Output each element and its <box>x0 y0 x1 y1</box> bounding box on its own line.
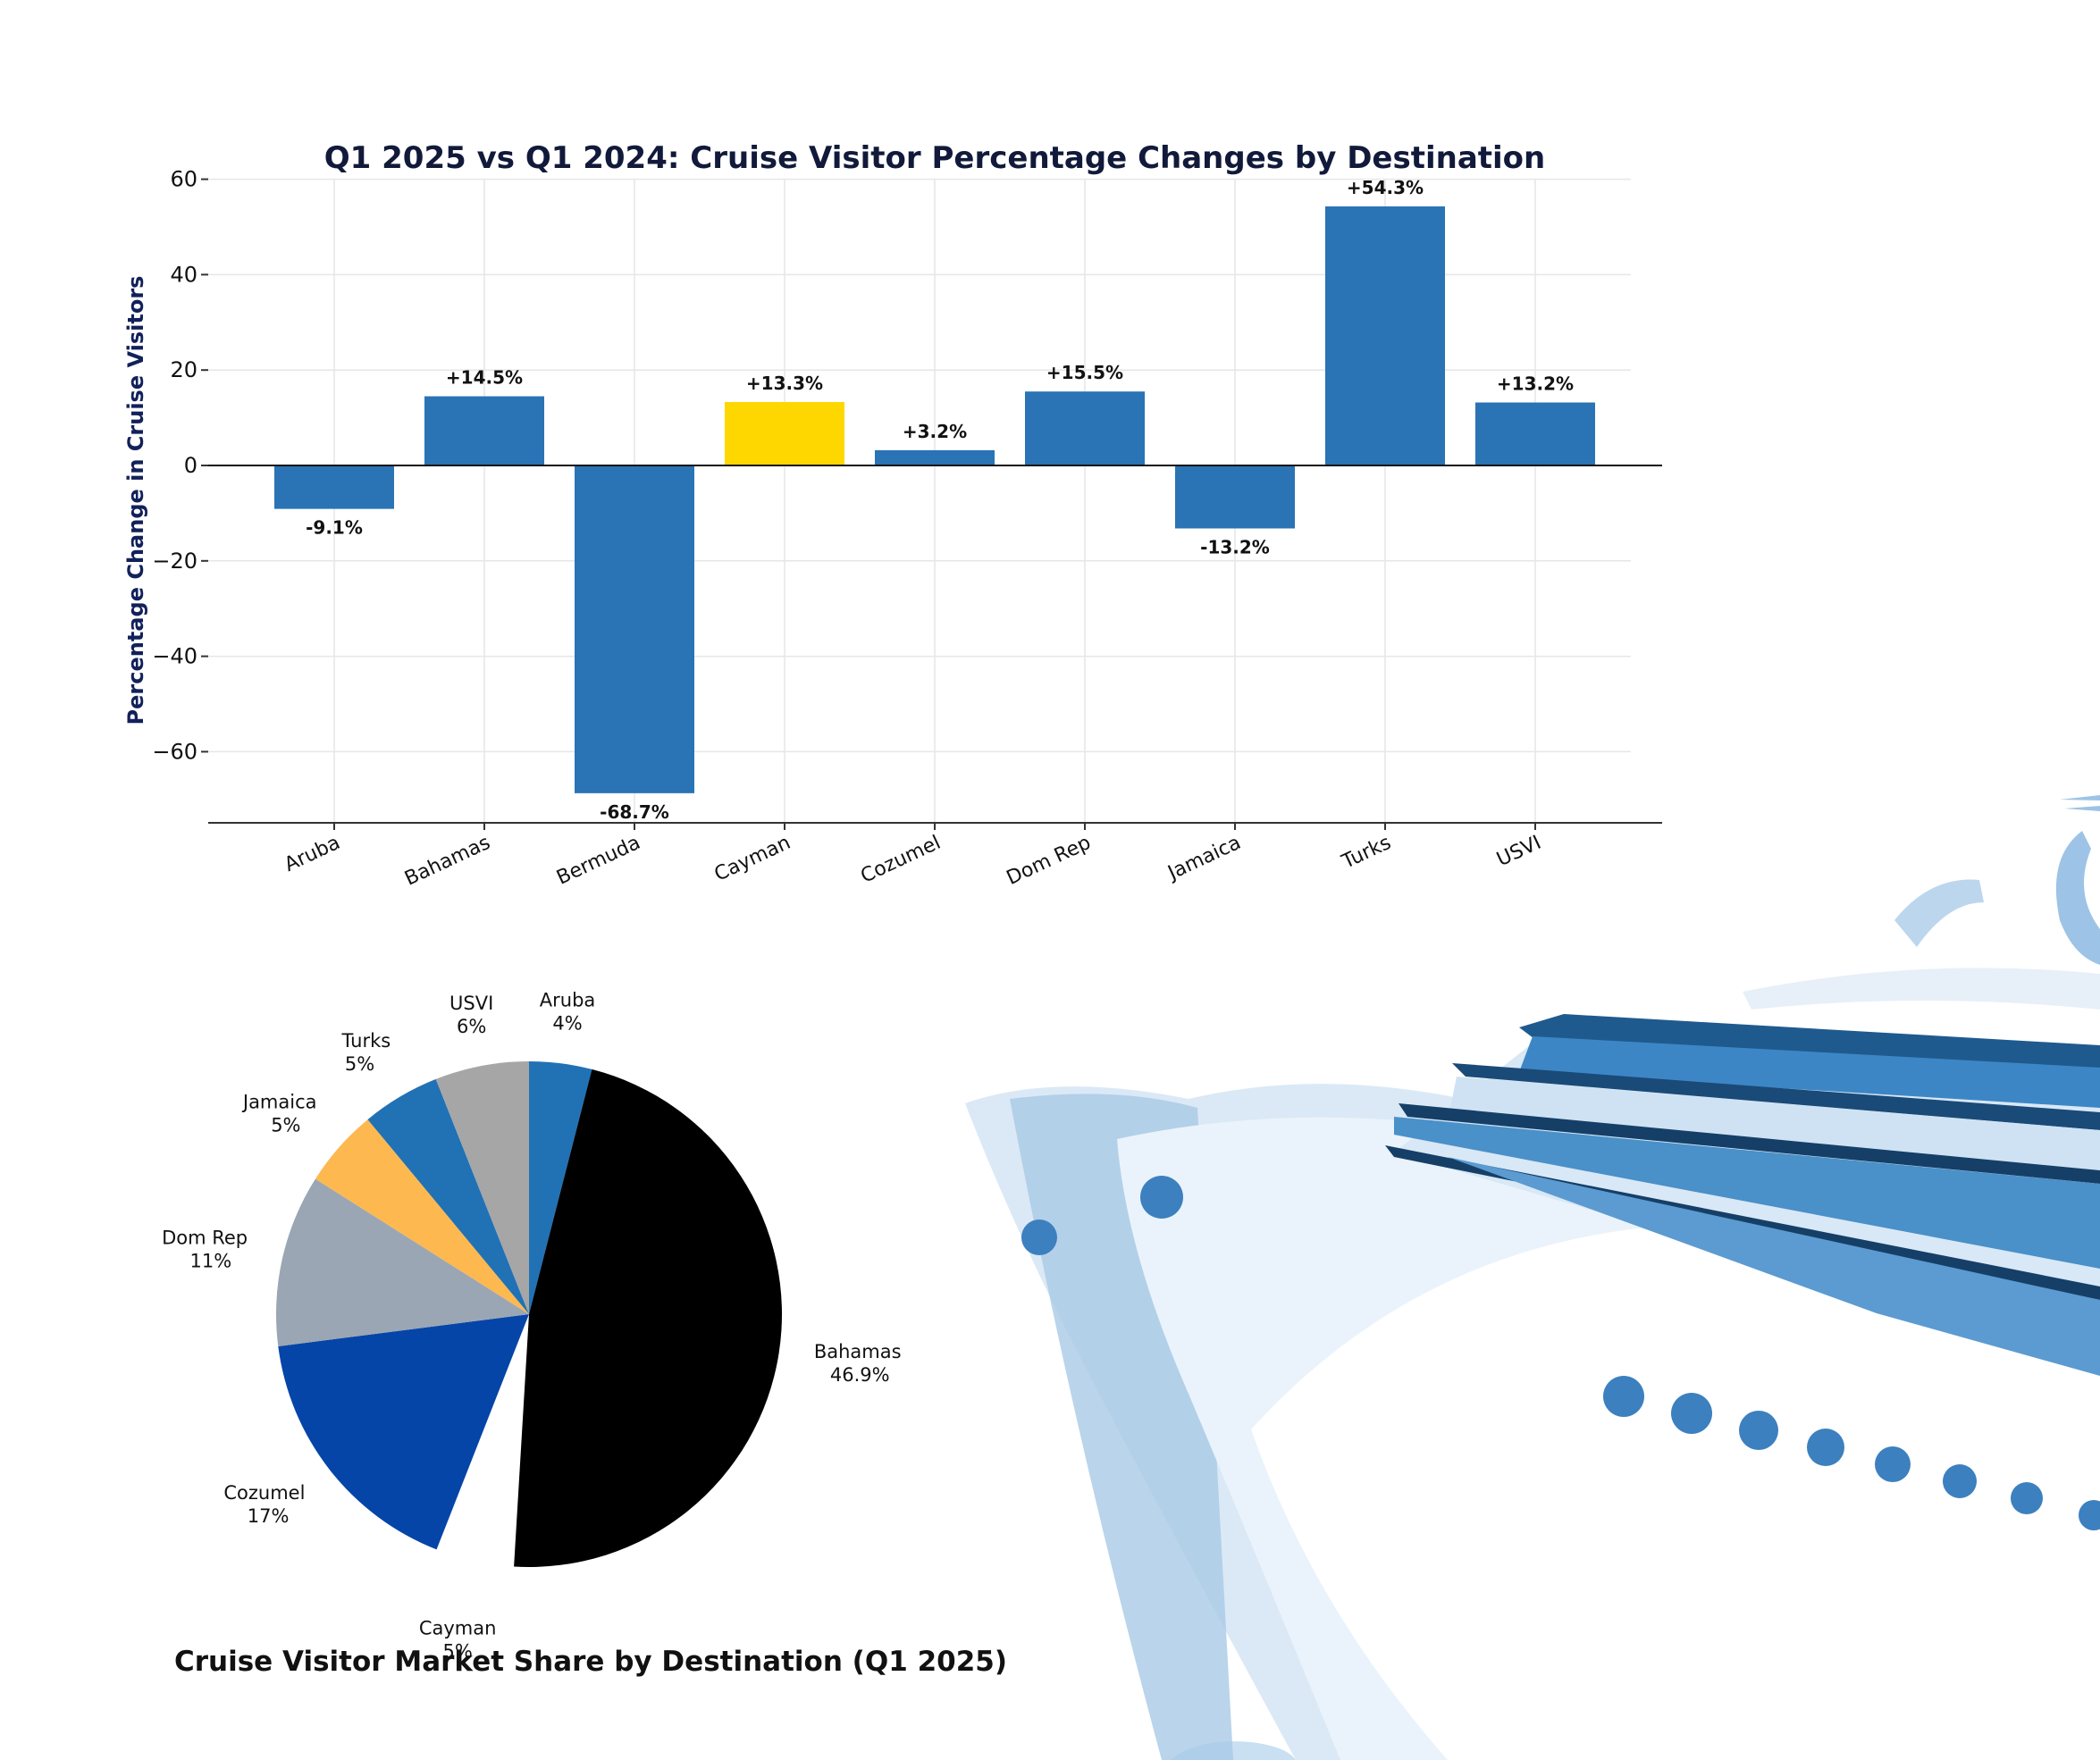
bar-cozumel <box>875 449 995 465</box>
pie-label-name: Cozumel <box>223 1482 305 1504</box>
bar-usvi <box>1475 402 1595 465</box>
bar-data-labels: -9.1% +14.5% -68.7% +13.3% +3.2% +15.5% -13.2%… <box>306 177 1574 823</box>
pie-label-value: 5% <box>271 1114 300 1136</box>
pie-label-name: Bahamas <box>814 1341 902 1362</box>
pie-slice-dom-rep <box>276 1178 529 1346</box>
pie-label-value: 46.9% <box>830 1364 890 1386</box>
bar-chart-ylabel: Percentage Change in Cruise Visitors <box>123 276 148 725</box>
data-label: +15.5% <box>1046 362 1123 383</box>
data-label: -9.1% <box>306 517 363 539</box>
y-tick-label: −40 <box>152 644 197 669</box>
data-label: -68.7% <box>600 801 669 823</box>
pie-label-value: 11% <box>189 1251 231 1272</box>
pie-label-name: Aruba <box>540 990 596 1011</box>
pie-label-name: Jamaica <box>241 1091 317 1112</box>
bar-cayman <box>725 401 844 465</box>
pie-label-name: Turks <box>341 1030 391 1052</box>
bar-aruba <box>274 465 394 509</box>
pie-label-value: 4% <box>552 1013 582 1035</box>
pie-label-value: 6% <box>457 1016 486 1037</box>
data-label: +54.3% <box>1347 177 1424 198</box>
bar-chart-title: Q1 2025 vs Q1 2024: Cruise Visitor Perce… <box>324 140 1546 176</box>
data-label: -13.2% <box>1200 536 1270 557</box>
pie-label-name: Cayman <box>419 1617 497 1638</box>
data-label: +13.2% <box>1497 373 1574 395</box>
y-tick-label: 60 <box>170 167 197 192</box>
pie-label-name: Dom Rep <box>162 1228 248 1249</box>
data-label: +3.2% <box>903 421 967 442</box>
pie-slice-turks <box>367 1078 529 1314</box>
pie-chart-title: Cruise Visitor Market Share by Destinati… <box>174 1646 1007 1678</box>
data-label: +13.3% <box>746 373 823 394</box>
pie-label-value: 5% <box>442 1640 472 1662</box>
pie-slice-bahamas <box>514 1069 783 1567</box>
pie-label-name: USVI <box>449 993 493 1014</box>
bar-chart: Q1 2025 vs Q1 2024: Cruise Visitor Perce… <box>123 140 1662 891</box>
pie-slice-cayman <box>431 1338 524 1591</box>
bar-bermuda <box>575 465 694 793</box>
y-tick-label: 0 <box>184 453 197 478</box>
y-tick-label: 20 <box>170 357 197 382</box>
bar-y-axis: 60 40 20 0 −20 −40 −60 <box>152 167 208 764</box>
pie-slice-usvi <box>435 1061 529 1314</box>
bar-turks <box>1325 206 1445 465</box>
pie-label-value: 17% <box>248 1505 290 1527</box>
bar-dom-rep <box>1025 391 1145 465</box>
pie-slice-jamaica <box>315 1119 529 1314</box>
pie-slice-aruba <box>529 1061 592 1314</box>
y-tick-label: −60 <box>152 739 197 764</box>
pie-label-value: 5% <box>345 1053 374 1075</box>
pie-slice-cozumel <box>278 1314 529 1550</box>
pie-slices <box>276 1061 783 1591</box>
data-label: +14.5% <box>446 367 523 389</box>
bar-bahamas <box>424 396 544 465</box>
y-tick-label: 40 <box>170 262 197 287</box>
pie-labels: Aruba4%Bahamas46.9%Cayman5%Cozumel17%Dom… <box>162 990 901 1663</box>
y-tick-label: −20 <box>152 549 197 574</box>
bar-jamaica <box>1175 465 1295 529</box>
bar-series <box>274 206 1595 793</box>
